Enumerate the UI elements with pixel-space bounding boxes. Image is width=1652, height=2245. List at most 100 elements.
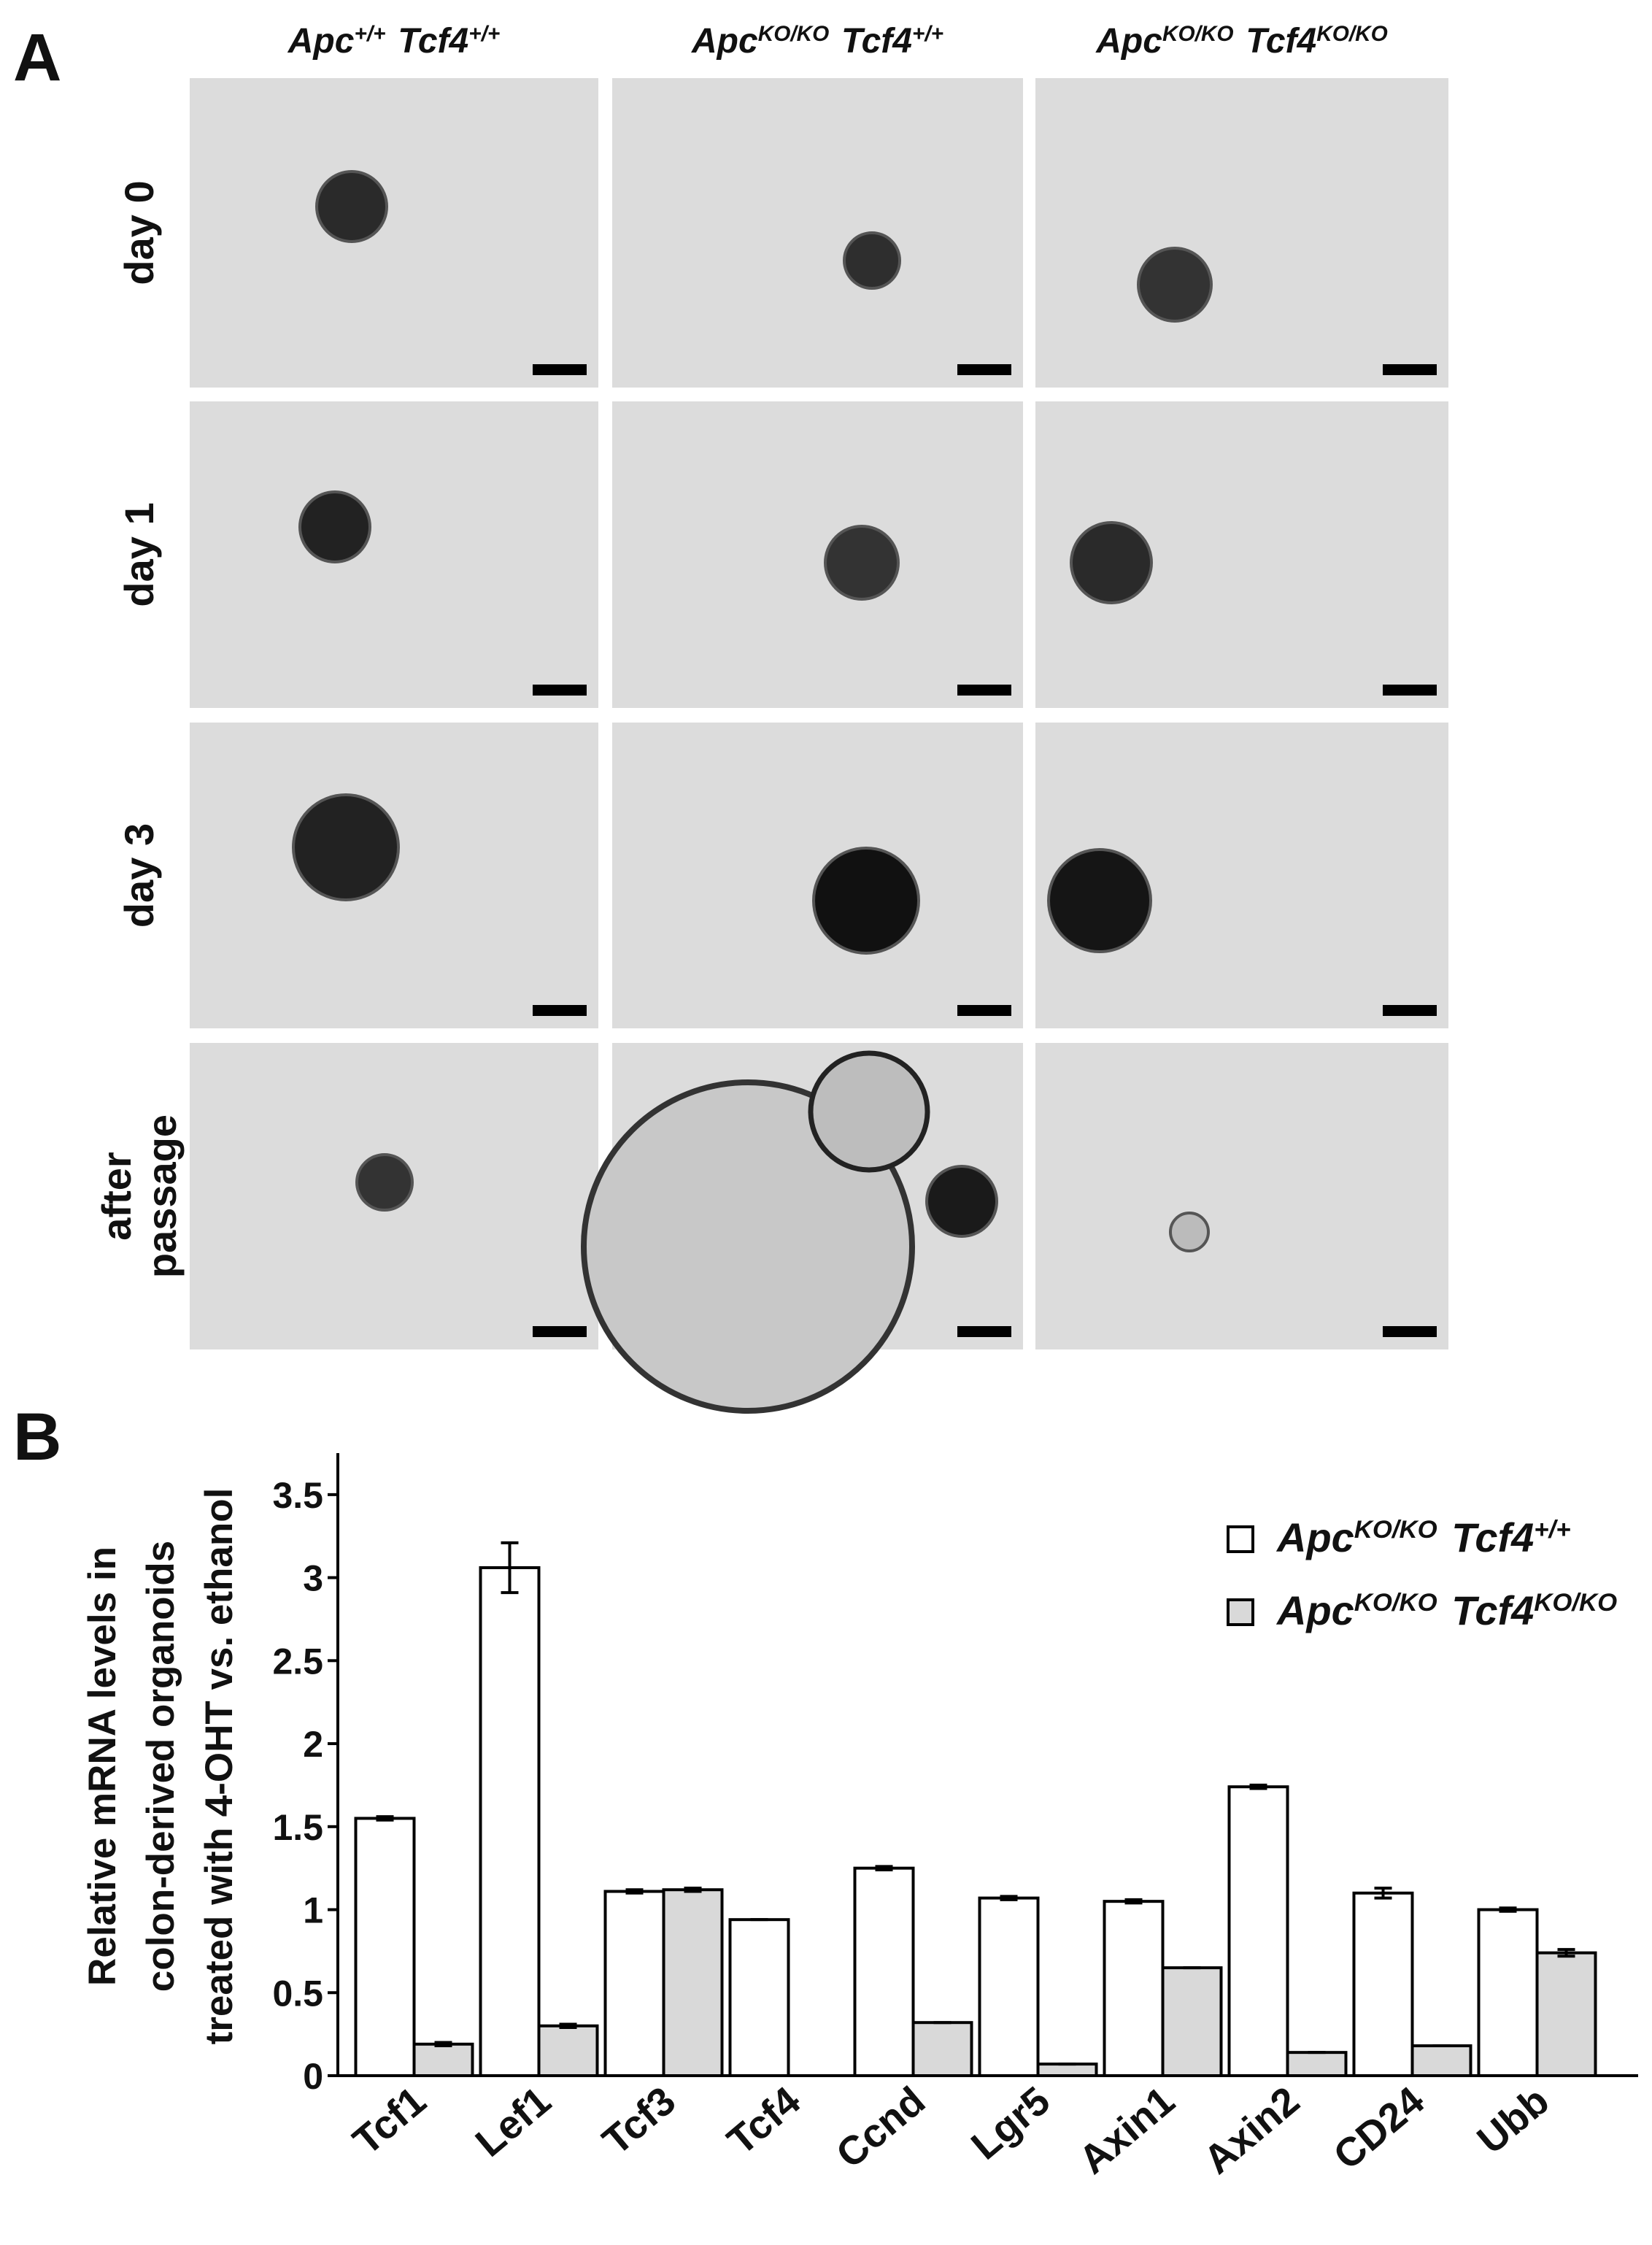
gene: Apc <box>1095 22 1162 61</box>
y-tick-label: 1 <box>303 1890 323 1931</box>
gene: Tcf4 <box>1246 22 1316 61</box>
y-tick-label: 2.5 <box>272 1641 323 1682</box>
bar <box>1410 2044 1472 2077</box>
bar <box>662 1888 724 2077</box>
bar <box>354 1817 416 2078</box>
micrograph <box>612 401 1023 708</box>
bar <box>479 1566 541 2077</box>
gene: Apc <box>1275 1587 1354 1633</box>
gene: Apc <box>691 22 758 61</box>
micrograph <box>190 723 598 1028</box>
gene: Apc <box>1275 1514 1354 1560</box>
genotype-label: ApcKO/KO Tcf4+/+ <box>691 22 943 61</box>
panel-label: A <box>13 20 61 95</box>
row-label: day 0 <box>116 180 162 285</box>
bar <box>412 2042 474 2077</box>
bar <box>603 1890 665 2077</box>
bar <box>978 1896 1040 2077</box>
scale-bar <box>957 1326 1011 1337</box>
organoid <box>355 1153 414 1212</box>
organoid <box>812 847 920 955</box>
cyst <box>808 1050 930 1173</box>
error-bar <box>559 2022 577 2030</box>
genotype-label: ApcKO/KO Tcf4KO/KO <box>1275 1587 1617 1633</box>
superscript: +/+ <box>468 22 500 46</box>
micrograph <box>190 401 598 708</box>
y-tick-label: 2 <box>303 1724 323 1765</box>
y-tick-label: 3 <box>303 1558 323 1599</box>
y-tick-label: 3.5 <box>272 1475 323 1516</box>
error-bar <box>376 1815 394 1822</box>
superscript: KO/KO <box>1354 1589 1437 1617</box>
x-tick-label: Ubb <box>1468 2078 1557 2163</box>
bar <box>1352 1891 1414 2077</box>
scale-bar <box>533 364 587 375</box>
gene: Tcf4 <box>398 22 468 61</box>
gene: Tcf4 <box>1451 1514 1534 1560</box>
scale-bar <box>957 364 1011 375</box>
x-tick-label: Ccnd <box>827 2078 933 2177</box>
organoid <box>925 1165 998 1238</box>
superscript: KO/KO <box>1534 1589 1617 1617</box>
x-tick-label: CD24 <box>1325 2077 1433 2178</box>
legend-swatch <box>1227 1525 1254 1553</box>
scale-bar <box>1383 685 1437 696</box>
x-tick-label: Tcf3 <box>594 2078 684 2164</box>
organoid <box>1137 247 1213 323</box>
y-axis-label: colon-derived organoids <box>139 1541 182 1992</box>
scale-bar <box>1383 1005 1437 1016</box>
organoid <box>1047 848 1152 953</box>
scale-bar <box>957 685 1011 696</box>
genotype-label: ApcKO/KO Tcf4KO/KO <box>1095 22 1387 61</box>
y-tick-label: 1.5 <box>272 1807 323 1848</box>
organoid <box>298 490 371 563</box>
panel-label: B <box>13 1400 61 1474</box>
row-label: after <box>93 1152 139 1240</box>
x-tick-label: Lef1 <box>467 2078 559 2165</box>
superscript: +/+ <box>354 22 385 46</box>
micrograph <box>612 723 1023 1028</box>
x-tick-label: Axin1 <box>1070 2078 1184 2183</box>
y-axis-label: Relative mRNA levels in <box>81 1547 124 1986</box>
bar <box>1286 2051 1348 2078</box>
superscript: KO/KO <box>1162 22 1234 46</box>
micrograph <box>1035 78 1448 388</box>
organoid <box>824 525 900 601</box>
genotype-label: Apc+/+ Tcf4+/+ <box>287 22 500 61</box>
bar <box>537 2024 599 2078</box>
bar <box>911 2021 973 2078</box>
row-label: passage <box>139 1114 185 1278</box>
bar <box>1535 1951 1597 2077</box>
micrograph <box>612 78 1023 388</box>
gene: Tcf4 <box>841 22 912 61</box>
error-bar <box>1000 1895 1018 1901</box>
scale-bar <box>533 1326 587 1337</box>
bar <box>1103 1900 1165 2077</box>
bar <box>853 1866 915 2078</box>
error-bar <box>1557 1948 1575 1958</box>
scale-bar <box>533 685 587 696</box>
x-tick-label: Axin2 <box>1195 2078 1308 2183</box>
organoid <box>1070 521 1153 604</box>
cyst <box>581 1079 915 1414</box>
x-tick-label: Lgr5 <box>962 2078 1058 2168</box>
error-bar <box>875 1865 893 1871</box>
error-bar <box>1249 1783 1267 1790</box>
superscript: KO/KO <box>758 22 830 46</box>
bar <box>1227 1785 1289 2077</box>
bar <box>1036 2063 1098 2078</box>
error-bar <box>501 1541 519 1595</box>
error-bar <box>684 1886 702 1893</box>
gene: Tcf4 <box>1451 1587 1534 1633</box>
x-tick-label: Tcf4 <box>719 2077 809 2163</box>
error-bar <box>1499 1906 1517 1913</box>
row-label: day 1 <box>116 502 162 607</box>
organoid <box>315 170 388 243</box>
superscript: +/+ <box>1534 1516 1570 1544</box>
organoid <box>292 793 400 901</box>
scale-bar <box>1383 364 1437 375</box>
legend-swatch <box>1227 1598 1254 1626</box>
organoid <box>843 231 901 290</box>
x-tick-label: Tcf1 <box>344 2078 434 2164</box>
